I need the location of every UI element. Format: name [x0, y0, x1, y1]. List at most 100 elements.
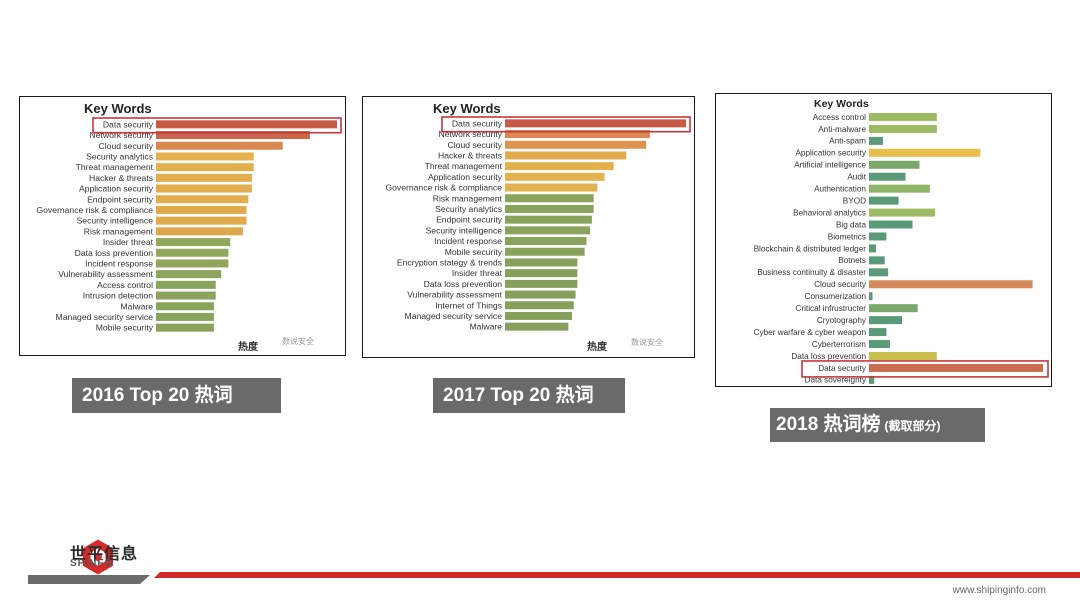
bar [869, 268, 889, 277]
category-label: Application security [428, 172, 503, 182]
bar [869, 316, 903, 325]
category-label: Data loss prevention [75, 248, 154, 258]
category-label: Anti-malware [818, 125, 866, 134]
category-label: Risk management [84, 226, 154, 236]
bar [156, 120, 337, 129]
category-label: Data security [818, 364, 867, 373]
bar [156, 216, 247, 225]
caption-2018: 2018 热词榜 (截取部分) [770, 408, 985, 442]
category-label: Security analytics [435, 204, 502, 214]
bar [156, 238, 231, 247]
category-label: Application security [79, 184, 154, 194]
footer-red-stripe [154, 572, 1080, 578]
highlight-box [441, 116, 691, 133]
category-label: Network security [89, 130, 153, 140]
bar [869, 363, 1043, 372]
category-label: Big data [836, 220, 866, 229]
bar [156, 302, 214, 311]
bar [156, 270, 222, 279]
category-label: Incident response [85, 258, 153, 268]
bar [156, 184, 252, 193]
caption-2016: 2016 Top 20 热词 [72, 378, 281, 413]
highlight-box [801, 360, 1049, 378]
category-label: Endpoint security [436, 215, 503, 225]
bar [505, 215, 592, 224]
category-label: Security intelligence [426, 225, 503, 235]
category-label: Network security [438, 129, 502, 139]
category-label: Malware [121, 301, 154, 311]
bar [156, 163, 254, 172]
bar [869, 160, 920, 169]
caption-2018-note: (截取部分) [884, 419, 941, 433]
caption-2016-text: 2016 Top 20 热词 [82, 385, 233, 406]
category-label: Insider threat [103, 237, 154, 247]
category-label: Blockchain & distributed ledger [754, 244, 867, 253]
bar [156, 312, 214, 321]
category-label: Data sovereignty [805, 376, 867, 385]
category-label: Malware [470, 322, 503, 332]
category-label: Consumerization [805, 292, 867, 301]
bar [505, 119, 686, 128]
category-label: Risk management [433, 193, 503, 203]
bar [156, 205, 247, 214]
bar [869, 304, 918, 313]
category-label: BYOD [843, 196, 866, 205]
bar [505, 290, 576, 299]
category-label: Data security [103, 119, 154, 129]
bar [869, 136, 883, 145]
category-label: Cloud security [99, 141, 154, 151]
bar [869, 280, 1033, 289]
category-label: Governance risk & compliance [36, 205, 153, 215]
category-label: Data security [452, 118, 503, 128]
bar [156, 131, 310, 140]
highlight-box [92, 117, 342, 134]
category-label: Hacker & threats [89, 173, 153, 183]
watermark-text: 数说安全 [282, 336, 314, 346]
bar [156, 259, 229, 268]
bar [505, 311, 572, 320]
chart-title: Key Words [814, 98, 869, 110]
category-label: Artificial intelligence [794, 161, 866, 170]
bar [156, 291, 216, 300]
bar [869, 232, 887, 241]
footer-band [28, 572, 1080, 584]
category-label: Managed security service [56, 312, 154, 322]
bar [156, 195, 249, 204]
bar [156, 141, 283, 150]
bar [505, 130, 650, 139]
category-label: Intrusion detection [83, 291, 153, 301]
bar [869, 196, 899, 205]
category-label: Data loss prevention [791, 352, 866, 361]
bar [869, 328, 887, 337]
bar [156, 227, 243, 236]
bar [869, 208, 936, 217]
bar [505, 172, 605, 181]
category-label: Threat management [76, 162, 154, 172]
bar [869, 256, 885, 265]
category-label: Vulnerability assessment [58, 269, 153, 279]
watermark-text: 数说安全 [631, 337, 663, 347]
bar [869, 340, 890, 349]
category-label: Mobile security [445, 247, 503, 257]
logo-text-cn: 世平信息 [70, 546, 139, 563]
category-label: Behavioral analytics [793, 208, 866, 217]
chart-2018: Key Words Access control Anti-malware Anti-… [715, 93, 1052, 387]
bar [869, 184, 930, 193]
bar [869, 112, 937, 121]
bar [505, 258, 578, 267]
chart-2018-svg: Key Words Access control Anti-malware Anti-… [754, 98, 1049, 385]
category-label: Mobile security [96, 323, 154, 333]
caption-2018-text: 2018 热词榜 [776, 414, 881, 435]
category-label: Authentication [814, 185, 866, 194]
category-label: Encryption stategy & trends [397, 257, 502, 267]
caption-2017-text: 2017 Top 20 热词 [443, 385, 594, 406]
bar [505, 269, 578, 278]
chart-2016: Key Words Data security Network security Cl… [19, 96, 346, 356]
bar [505, 226, 591, 235]
bar [869, 375, 875, 384]
spinfo-logo-icon [83, 539, 113, 575]
category-label: Internet of Things [435, 300, 502, 310]
category-label: Security intelligence [77, 216, 154, 226]
